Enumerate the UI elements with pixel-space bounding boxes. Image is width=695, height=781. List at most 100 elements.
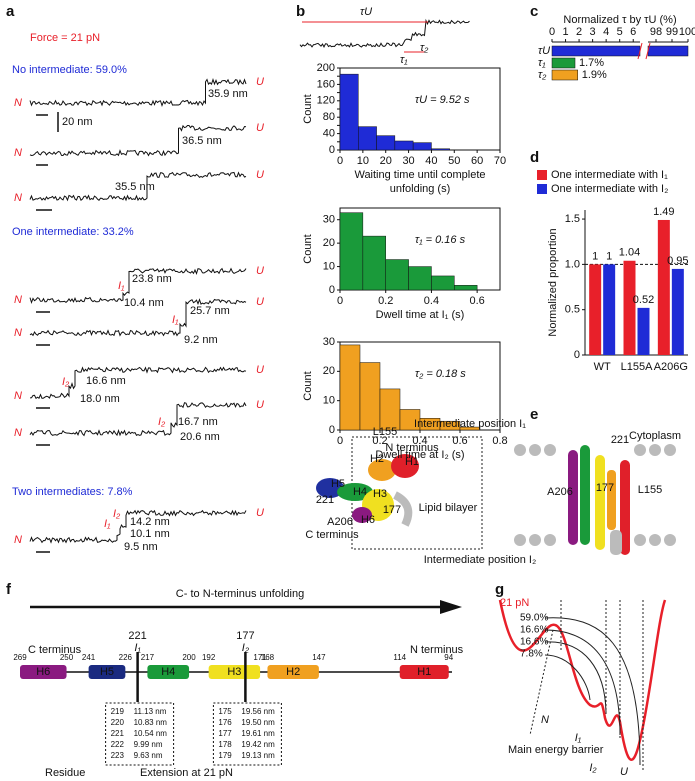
- label: 10.4 nm: [124, 297, 164, 309]
- label: Count: [302, 371, 314, 400]
- label: τ₁: [538, 57, 546, 69]
- label: Force = 21 pN: [30, 32, 100, 44]
- bar: [671, 268, 684, 355]
- label: f: [6, 581, 12, 598]
- label: 99: [666, 26, 678, 38]
- label: 1.7%: [579, 57, 604, 69]
- label: 114: [393, 653, 406, 662]
- label: 36.5 nm: [182, 135, 222, 147]
- label: H6: [361, 514, 375, 526]
- label: 30: [402, 155, 414, 167]
- trace: [29, 509, 247, 544]
- label: 6: [630, 26, 636, 38]
- label: N: [14, 390, 22, 402]
- label: 16.6 nm: [86, 375, 126, 387]
- label: 20.6 nm: [180, 431, 220, 443]
- label: τ₁: [400, 54, 408, 66]
- label: Lipid bilayer: [419, 502, 478, 514]
- label: A206G: [654, 361, 688, 373]
- label: N: [14, 147, 22, 159]
- trace: [29, 298, 247, 337]
- label: 0: [549, 26, 555, 38]
- label: 1.9%: [582, 69, 607, 81]
- label: I₁: [118, 280, 125, 292]
- label: 35.9 nm: [208, 88, 248, 100]
- label: L155: [373, 426, 397, 438]
- label: A206: [547, 486, 573, 498]
- helix-domain: [208, 665, 261, 679]
- label: I₁: [575, 732, 582, 744]
- label: 220: [111, 718, 125, 727]
- label: 9.63 nm: [134, 751, 163, 760]
- label: 269: [13, 653, 27, 662]
- label: I₂: [589, 762, 597, 774]
- label: I₁: [104, 518, 111, 530]
- label: 241: [82, 653, 96, 662]
- energy-arrows: [544, 617, 641, 766]
- label: c: [530, 3, 538, 20]
- label: H3: [227, 666, 241, 678]
- label: 0.4: [424, 295, 439, 307]
- label: 1.5: [565, 213, 580, 225]
- label: 10.83 nm: [134, 718, 168, 727]
- label: U: [620, 766, 628, 778]
- label: N terminus: [385, 442, 439, 454]
- legend-swatch: [537, 184, 547, 194]
- label: 200: [182, 653, 196, 662]
- label: 192: [202, 653, 216, 662]
- label: 1: [606, 250, 612, 262]
- label: H4: [353, 486, 367, 498]
- schematic-trace: [299, 18, 470, 49]
- label: Intermediate position I₁: [414, 418, 526, 430]
- label: 4: [603, 26, 609, 38]
- label: 1.49: [653, 206, 674, 218]
- label: 219: [111, 707, 125, 716]
- label: 10.1 nm: [130, 528, 170, 540]
- trace: [29, 124, 247, 157]
- label: τ₁ = 0.16 s: [415, 234, 466, 246]
- label: 1: [562, 26, 568, 38]
- label: Dwell time at I₁ (s): [376, 309, 465, 321]
- label: 0.6: [469, 295, 484, 307]
- label: WT: [594, 361, 611, 373]
- label: 0.6: [452, 435, 467, 447]
- label: L155: [638, 484, 662, 496]
- label: 16.7 nm: [178, 416, 218, 428]
- bar: [431, 148, 450, 151]
- label: I₂: [242, 642, 250, 654]
- label: 200: [317, 62, 335, 74]
- label: 9.2 nm: [184, 334, 218, 346]
- label: A206: [327, 516, 353, 528]
- label: 14.2 nm: [130, 516, 170, 528]
- label: I₂: [158, 416, 166, 428]
- label: Cytoplasm: [629, 430, 681, 442]
- label: 23.8 nm: [132, 273, 172, 285]
- label: H6: [36, 666, 50, 678]
- label: b: [296, 3, 305, 20]
- label: 226: [119, 653, 133, 662]
- bar: [339, 344, 361, 431]
- label: 0.2: [372, 435, 387, 447]
- trace: [29, 401, 247, 437]
- label: 177: [218, 729, 232, 738]
- label: 0.8: [492, 435, 507, 447]
- label: 10.54 nm: [134, 729, 168, 738]
- label: N: [14, 534, 22, 546]
- label: 20 nm: [62, 116, 93, 128]
- label: τU = 9.52 s: [415, 94, 470, 106]
- bar: [339, 212, 364, 291]
- label: Main energy barrier: [508, 744, 604, 756]
- label: 177: [236, 630, 254, 642]
- trace: [29, 78, 247, 107]
- label: 19.61 nm: [241, 729, 275, 738]
- bar: [412, 142, 432, 151]
- label: One intermediate: 33.2%: [12, 226, 134, 238]
- label: 221: [611, 434, 629, 446]
- label: Residue: [45, 767, 85, 779]
- label: 0.2: [378, 295, 393, 307]
- axis-break: [637, 42, 651, 60]
- trace: [29, 366, 247, 400]
- label: 21 pN: [500, 597, 529, 609]
- label: 1: [592, 250, 598, 262]
- label: τ₂: [538, 69, 547, 81]
